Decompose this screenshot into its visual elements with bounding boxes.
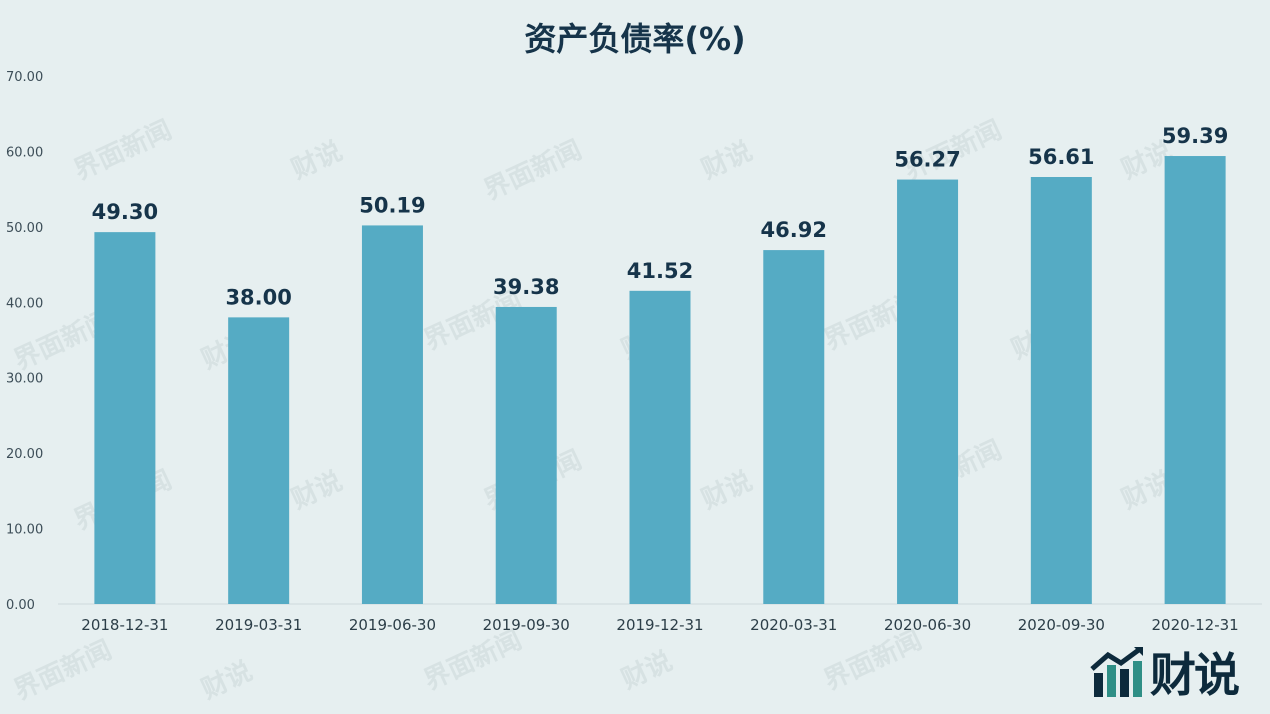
x-tick-label: 2020-09-30 bbox=[1018, 616, 1105, 634]
y-tick-label: 10.00 bbox=[6, 523, 43, 538]
x-tick-label: 2018-12-31 bbox=[81, 616, 168, 634]
data-label: 38.00 bbox=[225, 285, 291, 309]
x-tick-label: 2019-06-30 bbox=[349, 616, 436, 634]
bar bbox=[897, 179, 959, 605]
data-label: 56.27 bbox=[894, 148, 960, 172]
bar bbox=[1030, 176, 1092, 605]
data-label: 49.30 bbox=[92, 200, 158, 224]
x-tick-label: 2019-03-31 bbox=[215, 616, 302, 634]
data-label: 41.52 bbox=[627, 259, 693, 283]
y-tick-label: 0.00 bbox=[6, 598, 35, 613]
data-label: 59.39 bbox=[1162, 124, 1228, 148]
data-label: 46.92 bbox=[761, 218, 827, 242]
bar bbox=[361, 225, 423, 604]
bar bbox=[94, 232, 156, 604]
bar bbox=[629, 290, 691, 604]
bar bbox=[495, 306, 557, 604]
brand-logo: 财说 bbox=[1088, 642, 1240, 702]
data-label: 39.38 bbox=[493, 275, 559, 299]
x-tick-label: 2020-03-31 bbox=[750, 616, 837, 634]
bar-chart-logo-icon bbox=[1090, 646, 1143, 697]
bar bbox=[228, 317, 290, 604]
x-tick-label: 2020-12-31 bbox=[1152, 616, 1239, 634]
y-tick-label: 70.00 bbox=[6, 70, 43, 85]
y-tick-label: 20.00 bbox=[6, 447, 43, 462]
y-tick-label: 30.00 bbox=[6, 372, 43, 387]
x-tick-label: 2020-06-30 bbox=[884, 616, 971, 634]
bar bbox=[1164, 156, 1226, 604]
chart-title: 资产负债率(%) bbox=[524, 20, 746, 58]
x-tick-label: 2019-12-31 bbox=[616, 616, 703, 634]
bar bbox=[763, 250, 825, 604]
y-tick-label: 40.00 bbox=[6, 296, 43, 311]
data-label: 50.19 bbox=[359, 193, 425, 217]
y-tick-label: 50.00 bbox=[6, 221, 43, 236]
y-tick-label: 60.00 bbox=[6, 145, 43, 160]
data-label: 56.61 bbox=[1028, 145, 1094, 169]
x-tick-label: 2019-09-30 bbox=[483, 616, 570, 634]
logo-text: 财说 bbox=[1150, 648, 1240, 702]
